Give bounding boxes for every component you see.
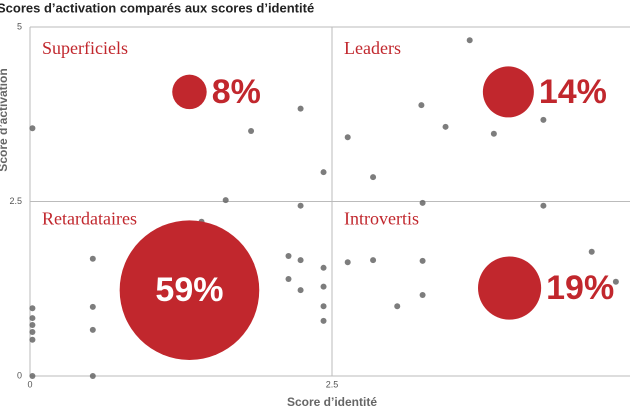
scatter-point (394, 303, 401, 310)
scatter-point (320, 264, 327, 271)
bubble (478, 256, 542, 320)
scatter-point (29, 336, 36, 343)
scatter-point (89, 326, 96, 333)
quadrant-label: Retardataires (42, 209, 137, 229)
bubble (482, 66, 534, 118)
scatter-point (297, 257, 304, 264)
y-tick-label: 0 (17, 370, 22, 380)
scatter-point (320, 317, 327, 324)
scatter-point (29, 322, 36, 329)
x-tick-label: 0 (27, 379, 32, 389)
quadrant-label: Leaders (344, 38, 401, 58)
scatter-point (222, 197, 229, 204)
scatter-point (29, 315, 36, 322)
scatter-point (370, 174, 377, 181)
scatter-point (285, 275, 292, 282)
x-tick-label: 2.5 (326, 379, 339, 389)
scatter-point (612, 278, 619, 285)
bubble-label: 59% (155, 271, 223, 309)
scatter-point (466, 37, 473, 44)
scatter-point (297, 202, 304, 209)
y-tick-label: 2.5 (9, 196, 22, 206)
chart-title: Scores d’activation comparés aux scores … (0, 0, 314, 15)
bubble-label: 8% (212, 73, 261, 111)
scatter-point (442, 123, 449, 130)
x-axis-label: Score d’identité (287, 395, 377, 409)
scatter-point (419, 199, 426, 206)
scatter-point (344, 259, 351, 266)
scatter-point (344, 134, 351, 141)
scatter-point (370, 257, 377, 264)
y-tick-label: 5 (17, 21, 22, 31)
scatter-point (419, 257, 426, 264)
scatter-point (89, 303, 96, 310)
scatter-point (285, 252, 292, 259)
quadrant-label: Introvertis (344, 209, 419, 229)
scatter-point (490, 130, 497, 137)
scatter-point (29, 373, 36, 379)
scatter-point (418, 102, 425, 109)
scatter-point (297, 287, 304, 294)
scatter-point (540, 116, 547, 123)
scatter-point (89, 255, 96, 262)
scatter-point (419, 292, 426, 299)
scatter-point (29, 125, 36, 132)
bubble-label: 14% (539, 73, 607, 111)
scatter-point (320, 169, 327, 176)
quadrant-label: Superficiels (42, 38, 128, 58)
scatter-point (540, 202, 547, 209)
bubble-label: 19% (546, 269, 614, 307)
scatter-point (320, 303, 327, 310)
scatter-point (320, 283, 327, 290)
y-axis-label: Score d’activation (0, 68, 10, 171)
scatter-point (29, 305, 36, 312)
bubble (172, 74, 207, 110)
scatter-point (297, 105, 304, 112)
scatter-point (29, 329, 36, 336)
scatter-point (89, 373, 96, 379)
scatter-point (248, 128, 255, 135)
scatter-point (588, 248, 595, 255)
bubble (119, 220, 260, 360)
